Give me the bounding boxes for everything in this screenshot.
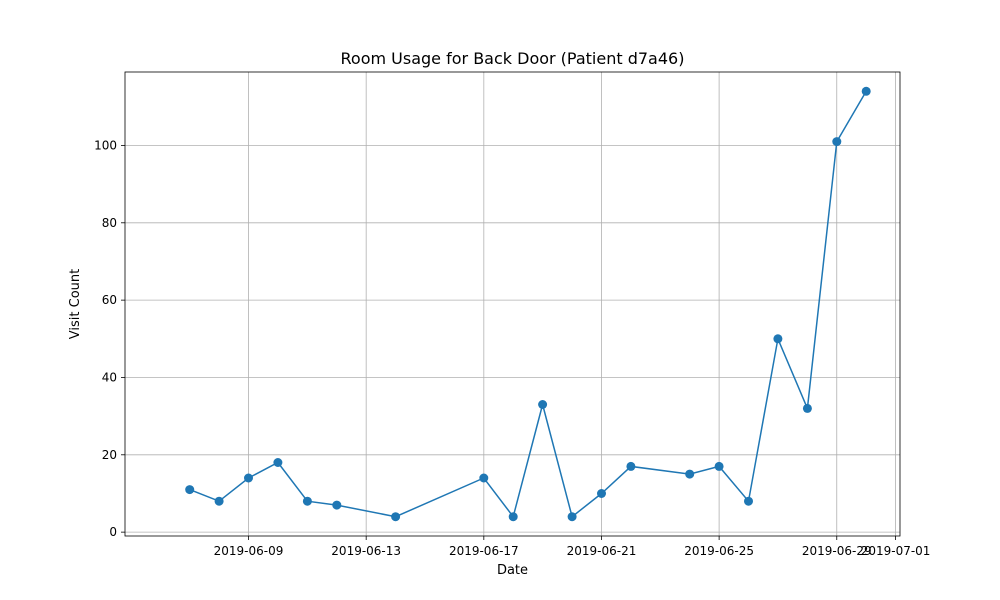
x-tick-label: 2019-06-09 <box>214 544 284 558</box>
series-line <box>185 86 871 522</box>
x-axis-label: Date <box>497 563 528 578</box>
y-tick-label: 80 <box>102 216 117 230</box>
data-point <box>185 485 195 495</box>
data-point <box>332 500 342 510</box>
chart-title: Room Usage for Back Door (Patient d7a46) <box>341 49 685 68</box>
x-tick-label: 2019-07-01 <box>861 544 931 558</box>
data-point <box>273 458 283 467</box>
data-point <box>391 512 401 522</box>
data-point <box>802 403 812 413</box>
plot-frame <box>124 71 901 537</box>
x-tick-label: 2019-06-17 <box>449 544 519 558</box>
data-point <box>626 461 636 471</box>
data-point <box>244 473 253 483</box>
data-point <box>773 334 783 344</box>
x-tick-label: 2019-06-29 <box>802 544 872 558</box>
x-tick-label: 2019-06-13 <box>331 544 401 558</box>
y-tick-label: 100 <box>94 138 117 152</box>
data-point <box>508 512 518 522</box>
data-point <box>214 496 224 506</box>
y-tick-label: 60 <box>102 293 117 307</box>
data-point <box>744 496 753 506</box>
data-point <box>832 137 842 147</box>
y-tick-label: 40 <box>102 370 117 384</box>
data-point <box>302 496 312 506</box>
y-axis-label: Visit Count <box>68 269 83 339</box>
y-tick-label: 20 <box>102 448 117 462</box>
grid <box>125 72 900 536</box>
x-tick-label: 2019-06-25 <box>684 544 754 558</box>
data-point <box>538 400 548 409</box>
data-point <box>714 461 724 471</box>
series-line-path <box>189 90 867 519</box>
data-point <box>567 512 577 522</box>
data-point <box>861 86 871 96</box>
data-point <box>685 469 695 479</box>
y-tick-label: 0 <box>109 525 117 539</box>
data-point <box>479 473 489 483</box>
axis-ticks: 2019-06-09 2019-06-13 2019-06-17 2019-06-21… <box>94 138 930 558</box>
data-point <box>597 489 606 498</box>
x-tick-label: 2019-06-21 <box>567 544 637 558</box>
